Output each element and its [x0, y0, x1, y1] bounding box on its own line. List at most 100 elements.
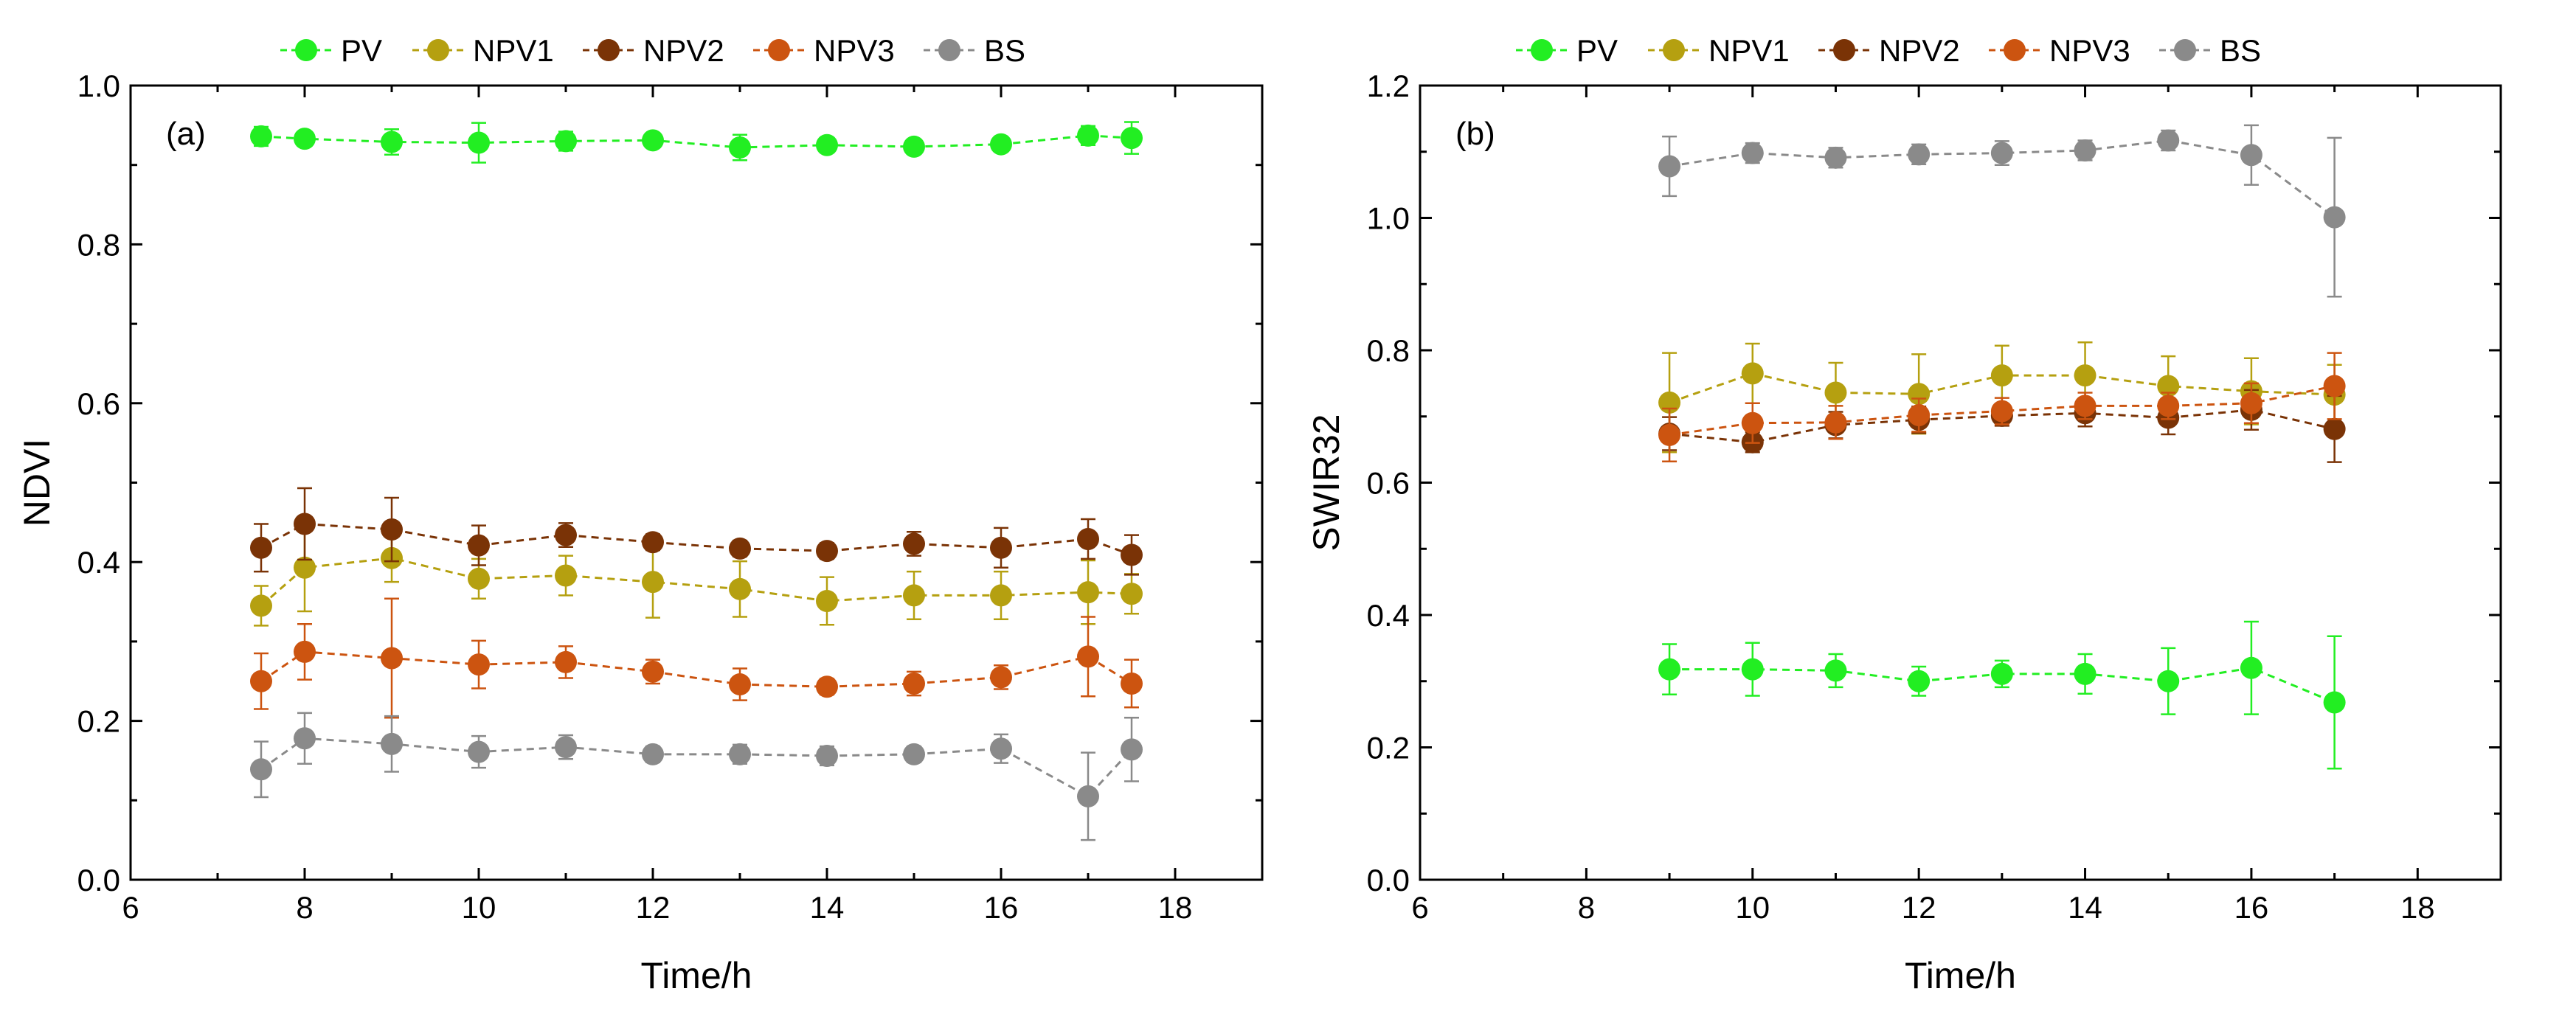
- data-point-bs: [294, 727, 316, 750]
- data-point-npv3: [1741, 411, 1764, 434]
- x-tick-label-b: 14: [2068, 890, 2102, 925]
- data-point-bs: [555, 736, 577, 759]
- y-tick-label-b: 0.8: [1367, 333, 1410, 368]
- y-tick-label-b: 0.0: [1367, 863, 1410, 897]
- series-line-npv2: [260, 522, 1132, 556]
- data-point-npv3: [729, 673, 751, 696]
- data-point-bs: [1658, 155, 1681, 178]
- data-point-npv3: [1908, 403, 1931, 426]
- y-axis-label-a: NDVI: [16, 439, 58, 527]
- data-point-bs: [1741, 142, 1764, 164]
- data-point-bs: [816, 744, 838, 767]
- data-point-bs: [990, 737, 1012, 760]
- data-point-bs: [2157, 129, 2180, 152]
- data-point-bs: [642, 743, 664, 765]
- legend-marker-npv3: [768, 39, 790, 61]
- x-tick-label-b: 18: [2400, 890, 2435, 925]
- data-point-bs: [729, 743, 751, 765]
- data-point-npv2: [468, 534, 490, 557]
- data-point-pv: [1121, 127, 1143, 150]
- data-point-bs: [250, 758, 272, 781]
- y-tick-label-a: 0.0: [77, 863, 120, 897]
- legend-marker-bs: [938, 39, 960, 61]
- data-point-npv2: [1121, 543, 1143, 566]
- legend-marker-npv2: [1833, 39, 1855, 61]
- series-line-pv: [260, 134, 1132, 149]
- data-point-pv: [642, 129, 664, 152]
- data-point-npv1: [1121, 583, 1143, 605]
- series-line-npv1: [260, 557, 1132, 607]
- series-pv-b: [1658, 620, 2346, 770]
- legend-marker-npv3: [2004, 39, 2026, 61]
- x-tick-label-b: 12: [1902, 890, 1936, 925]
- data-point-npv1: [1077, 581, 1099, 604]
- panel-label-b: (b): [1455, 116, 1495, 152]
- data-point-npv1: [555, 564, 577, 587]
- x-tick-label-a: 12: [636, 890, 671, 925]
- data-point-pv: [816, 133, 838, 156]
- y-tick-label-b: 0.2: [1367, 731, 1410, 765]
- legend-label-pv: PV: [341, 33, 382, 68]
- series-line-npv3: [1669, 384, 2335, 437]
- data-point-pv: [990, 133, 1012, 156]
- data-point-pv: [2240, 656, 2262, 679]
- data-point-pv: [729, 136, 751, 159]
- data-point-npv3: [468, 653, 490, 676]
- series-npv3-b: [1658, 352, 2346, 463]
- y-tick-label-a: 1.0: [77, 69, 120, 103]
- y-tick-label-b: 1.2: [1367, 69, 1410, 103]
- data-point-pv: [468, 131, 490, 154]
- data-point-npv1: [468, 567, 490, 590]
- data-point-npv3: [250, 670, 272, 692]
- data-point-npv3: [990, 666, 1012, 689]
- data-point-npv3: [1077, 645, 1099, 668]
- data-point-npv1: [903, 584, 925, 607]
- data-point-npv2: [1077, 527, 1099, 550]
- plot-frame-a: [129, 84, 1264, 881]
- data-point-bs: [1990, 142, 2013, 164]
- data-point-pv: [2074, 662, 2097, 685]
- data-point-bs: [1824, 146, 1847, 169]
- data-point-bs: [2240, 144, 2262, 167]
- data-point-npv3: [2074, 395, 2097, 417]
- legend-label-npv2: NPV2: [643, 33, 724, 68]
- data-point-npv3: [1824, 411, 1847, 434]
- legend-label-npv1: NPV1: [473, 33, 554, 68]
- legend-panel-b: PV NPV1 NPV2 NPV3 BS: [1516, 33, 2261, 68]
- y-tick-label-b: 0.4: [1367, 598, 1410, 633]
- series-line-npv2: [1669, 409, 2335, 444]
- data-point-npv1: [816, 589, 838, 612]
- y-tick-label-a: 0.8: [77, 227, 120, 262]
- legend-label-bs: BS: [2220, 33, 2261, 68]
- data-point-pv: [555, 130, 577, 153]
- legend-label-pv: PV: [1576, 33, 1618, 68]
- legend-label-npv1: NPV1: [1708, 33, 1790, 68]
- legend-label-bs: BS: [984, 33, 1025, 68]
- x-tick-label-a: 6: [122, 890, 139, 925]
- data-point-npv1: [1990, 364, 2013, 387]
- series-line-npv3: [260, 650, 1132, 688]
- legend-marker-pv: [1531, 39, 1553, 61]
- data-point-bs: [2074, 139, 2097, 161]
- data-point-npv3: [1658, 423, 1681, 446]
- legend-panel-a: PV NPV1 NPV2 NPV3 BS: [280, 33, 1025, 68]
- y-tick-label-b: 0.6: [1367, 466, 1410, 501]
- data-point-npv2: [990, 536, 1012, 559]
- data-point-npv3: [903, 672, 925, 695]
- x-tick-label-b: 6: [1411, 890, 1428, 925]
- data-point-bs: [381, 732, 403, 755]
- x-axis-label-a: Time/h: [641, 955, 752, 996]
- data-point-npv3: [1121, 672, 1143, 695]
- data-point-bs: [1077, 785, 1099, 807]
- series-npv1-a: [250, 523, 1143, 627]
- data-point-bs: [1908, 143, 1931, 166]
- y-tick-label-a: 0.4: [77, 545, 120, 580]
- y-tick-label-b: 1.0: [1367, 201, 1410, 236]
- y-tick-label-a: 0.6: [77, 386, 120, 421]
- data-point-npv2: [381, 518, 403, 541]
- data-point-npv3: [381, 647, 403, 670]
- data-point-pv: [1990, 662, 2013, 685]
- data-point-npv3: [816, 675, 838, 698]
- legend-label-npv2: NPV2: [1879, 33, 1960, 68]
